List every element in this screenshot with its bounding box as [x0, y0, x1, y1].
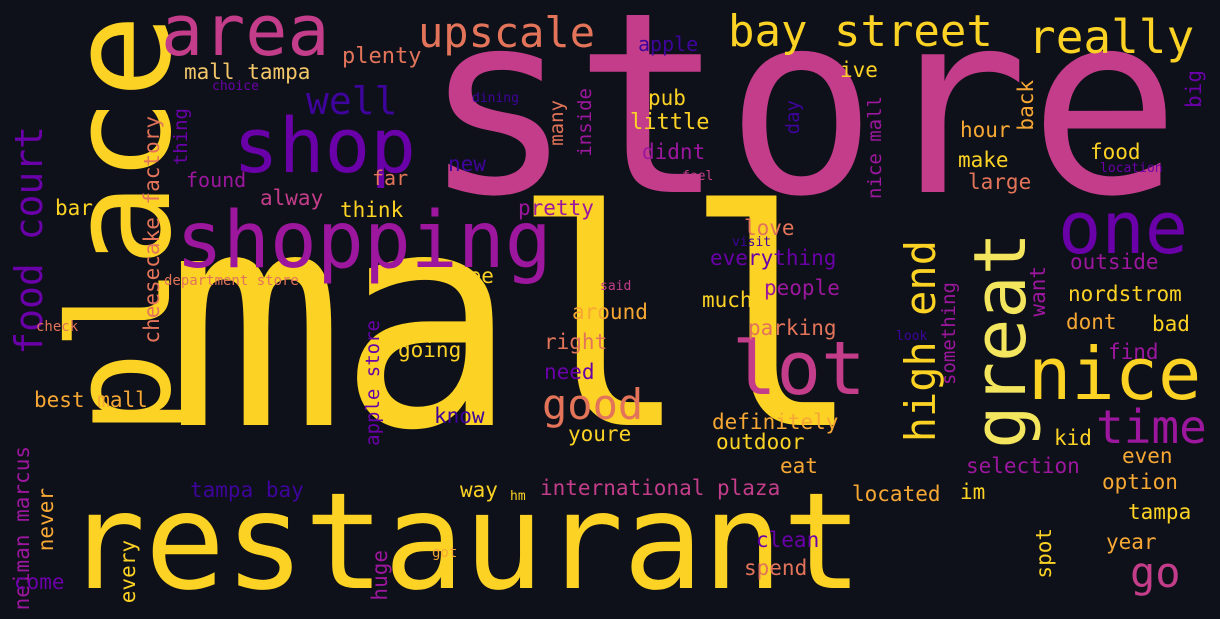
word-see: see	[456, 264, 494, 288]
word-go: go	[1130, 548, 1181, 597]
word-one: one	[1058, 186, 1189, 270]
word-said: said	[600, 279, 632, 294]
word-think: think	[340, 198, 404, 222]
word-nice: nice	[1028, 332, 1202, 416]
word-lot: lot	[732, 326, 866, 412]
word-outdoor: outdoor	[716, 430, 805, 454]
word-around: around	[572, 300, 648, 324]
word-even: even	[1122, 444, 1173, 468]
word-eat: eat	[780, 454, 818, 478]
word-hm: hm	[510, 489, 526, 504]
word-large: large	[968, 170, 1032, 194]
word-department-store: department store	[164, 273, 299, 289]
word-much: much	[702, 288, 753, 312]
word-tampa: tampa	[1128, 500, 1192, 524]
word-clean: clean	[756, 528, 820, 552]
word-time: time	[1096, 400, 1207, 454]
word-dont: dont	[1066, 310, 1117, 334]
word-something: something	[938, 282, 960, 385]
word-tampa-bay: tampa bay	[190, 478, 304, 502]
word-want: want	[1026, 266, 1050, 317]
word-spend: spend	[744, 556, 808, 580]
word-huge: huge	[368, 550, 392, 601]
word-day: day	[782, 100, 804, 135]
word-shopping: shopping	[176, 196, 552, 286]
word-many: many	[546, 100, 568, 146]
word-thing: thing	[170, 108, 192, 166]
word-every: every	[116, 540, 140, 604]
word-alway: alway	[260, 186, 324, 210]
word-best-mall: best mall	[34, 388, 148, 412]
word-found: found	[186, 168, 247, 192]
word-choice: choice	[212, 79, 259, 94]
word-going: going	[398, 338, 462, 362]
word-nordstrom: nordstrom	[1068, 282, 1182, 306]
word-good: good	[542, 380, 644, 429]
word-definitely: definitely	[712, 410, 839, 434]
word-find: find	[1108, 340, 1159, 364]
word-know: know	[434, 404, 485, 428]
word-apple: apple	[638, 32, 699, 56]
word-need: need	[544, 360, 595, 384]
word-inside: inside	[574, 88, 596, 157]
word-right: right	[544, 330, 608, 354]
word-didnt: didnt	[642, 140, 706, 164]
word-store: store	[422, 0, 1181, 252]
word-feel: feel	[682, 169, 714, 184]
word-year: year	[1106, 530, 1157, 554]
word-far: far	[372, 166, 409, 190]
word-shop: shop	[233, 101, 417, 190]
word-love: love	[744, 216, 795, 240]
word-new: new	[448, 152, 486, 176]
word-people: people	[764, 276, 840, 300]
word-youre: youre	[568, 422, 632, 446]
word-option: option	[1102, 470, 1178, 494]
word-dining: dining	[472, 91, 519, 106]
word-spot: spot	[1032, 528, 1056, 579]
word-look: look	[896, 329, 928, 344]
word-back: back	[1014, 80, 1038, 131]
word-selection: selection	[966, 454, 1080, 478]
word-big: big	[1182, 70, 1206, 108]
word-bar: bar	[55, 196, 93, 220]
word-everything: everything	[710, 246, 837, 270]
word-im: im	[960, 480, 986, 504]
word-great: great	[958, 232, 1042, 449]
word-area: area	[161, 0, 330, 72]
word-mall-tampa: mall tampa	[184, 60, 311, 84]
word-plenty: plenty	[342, 44, 422, 69]
word-way: way	[460, 478, 498, 502]
word-place: place	[40, 14, 203, 436]
word-pretty: pretty	[518, 196, 594, 220]
word-food: food	[1090, 140, 1141, 164]
word-really: really	[1028, 10, 1195, 64]
word-location: location	[1100, 161, 1163, 176]
word-parking: parking	[748, 316, 837, 340]
word-little: little	[630, 110, 710, 135]
word-international-plaza: international plaza	[540, 476, 781, 500]
word-cheesecake-factory: cheesecake factory	[140, 116, 164, 344]
word-outside: outside	[1070, 250, 1159, 274]
word-located: located	[852, 482, 941, 506]
word-mall: mall	[165, 147, 863, 496]
word-upscale: upscale	[418, 8, 596, 57]
word-check: check	[36, 319, 79, 335]
word-ive: ive	[840, 58, 878, 82]
word-make: make	[958, 148, 1009, 172]
word-got: got	[432, 545, 458, 561]
word-restaurant: restaurant	[65, 464, 863, 619]
word-visit: visit	[732, 235, 772, 250]
word-hour: hour	[960, 118, 1011, 142]
word-come: come	[14, 570, 65, 594]
word-pub: pub	[648, 86, 686, 110]
word-kid: kid	[1054, 426, 1092, 450]
word-apple-store: apple store	[362, 320, 384, 446]
word-bad: bad	[1152, 312, 1190, 336]
word-bay-street: bay street	[728, 6, 993, 57]
word-nice-mall: nice mall	[864, 96, 886, 199]
word-never: never	[34, 488, 58, 552]
word-well: well	[306, 79, 398, 123]
